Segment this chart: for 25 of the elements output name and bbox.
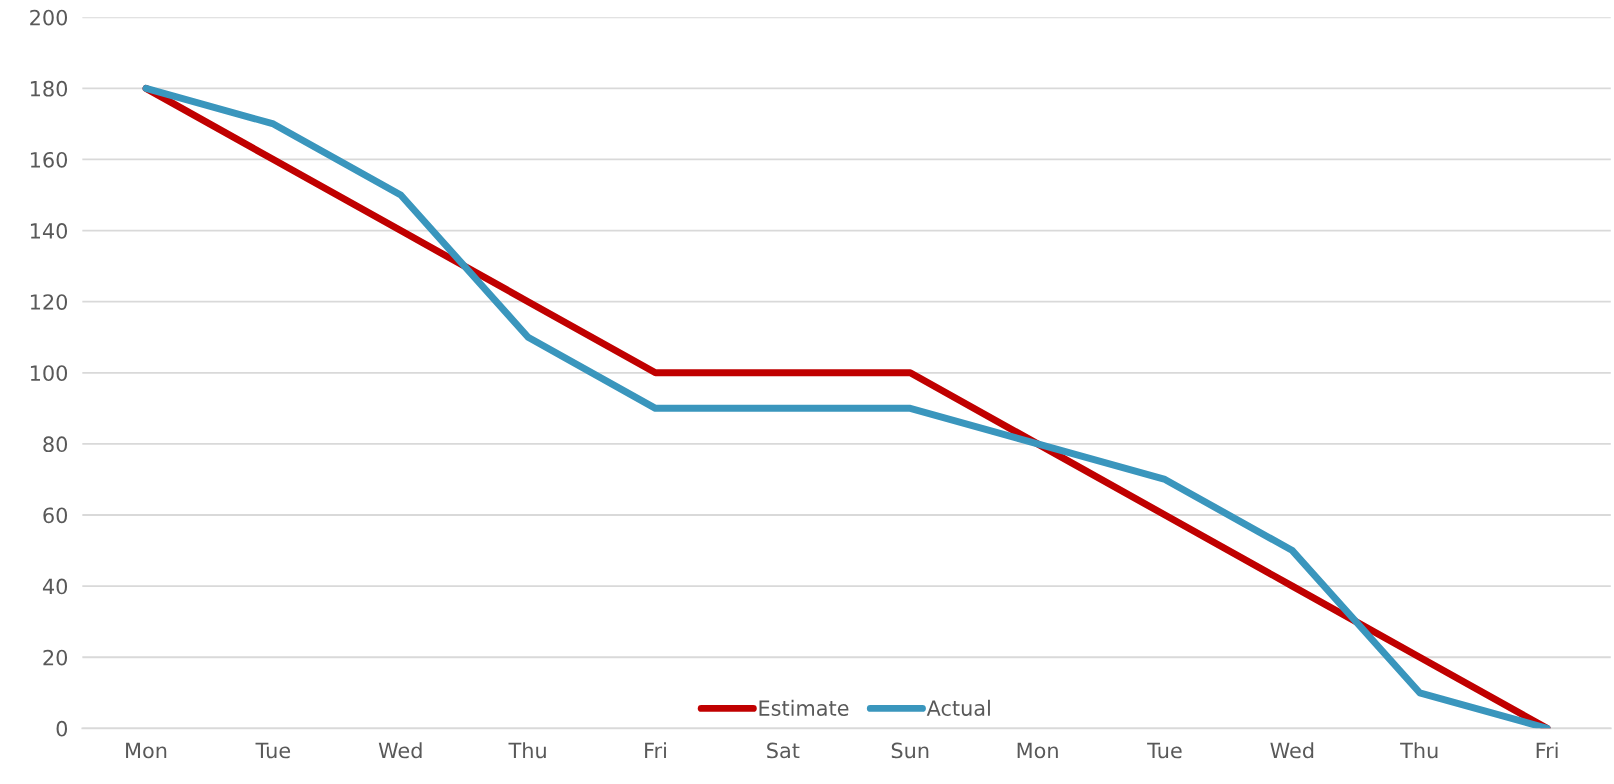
y-tick-label: 80 xyxy=(43,436,68,453)
y-tick-label: 60 xyxy=(43,507,68,524)
y-tick-label: 160 xyxy=(30,151,68,168)
x-tick-label: Thu xyxy=(1400,742,1438,759)
x-tick-label: Tue xyxy=(1147,742,1182,759)
x-tick-label: Sun xyxy=(891,742,929,759)
x-tick-label: Wed xyxy=(378,742,422,759)
y-tick-label: 180 xyxy=(30,80,68,97)
x-tick-label: Tue xyxy=(255,742,291,759)
x-tick-label: Wed xyxy=(1270,742,1314,759)
x-tick-label: Fri xyxy=(645,742,666,759)
y-tick-label: 120 xyxy=(30,294,68,310)
y-tick-label: 140 xyxy=(30,223,68,239)
x-tick-label: Mon xyxy=(1017,742,1058,759)
x-tick-label: Sat xyxy=(767,742,800,759)
x-tick-label: Thu xyxy=(508,742,546,759)
x-tick-label: Fri xyxy=(1536,742,1558,759)
y-tick-label: 0 xyxy=(56,720,68,737)
y-tick-label: 40 xyxy=(42,578,68,595)
legend-label: Estimate xyxy=(759,699,849,716)
y-tick-label: 20 xyxy=(43,649,68,666)
y-tick-label: 100 xyxy=(30,365,68,381)
x-tick-label: Mon xyxy=(126,742,167,759)
legend-label: Actual xyxy=(926,699,990,716)
y-tick-label: 200 xyxy=(30,9,68,26)
